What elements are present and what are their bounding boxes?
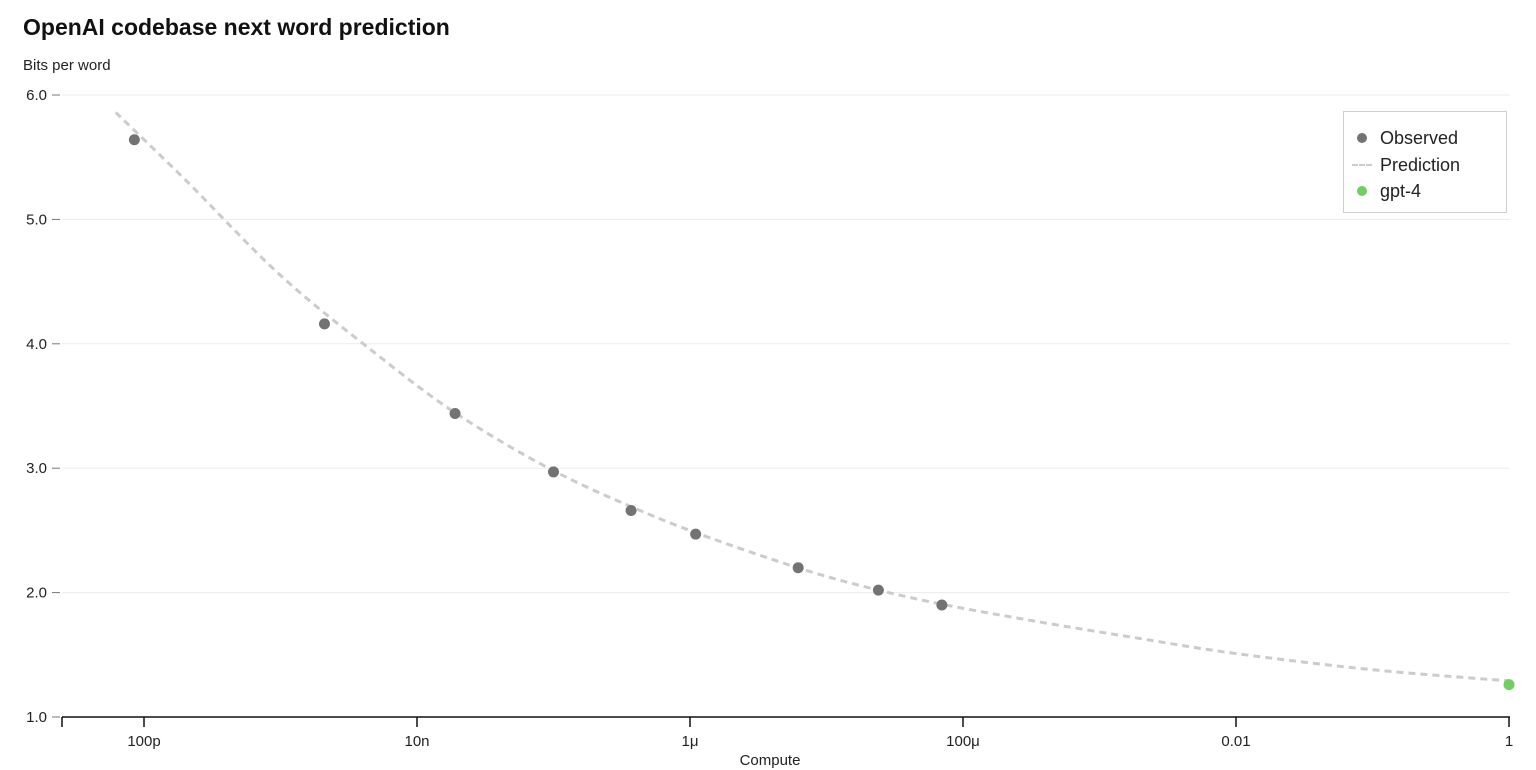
y-tick-label: 1.0	[26, 709, 47, 726]
y-tick-label: 5.0	[26, 211, 47, 228]
chart-legend: Observed Prediction gpt-4	[1343, 111, 1507, 213]
observed-point	[625, 504, 637, 516]
observed-marker-icon	[1357, 133, 1367, 143]
prediction-dash-icon	[1352, 164, 1372, 166]
legend-label-observed: Observed	[1380, 127, 1459, 148]
legend-item-gpt4: gpt-4	[1344, 179, 1421, 203]
y-tick-label: 3.0	[26, 460, 47, 477]
observed-point	[449, 407, 461, 419]
gpt4-point	[1503, 679, 1515, 691]
x-axis: 100p 10n 1μ 100μ 0.01 1	[61, 716, 1513, 750]
x-tick-label: 1μ	[682, 733, 699, 750]
gpt4-marker-icon	[1357, 186, 1367, 196]
x-tick-label: 1	[1505, 733, 1513, 750]
y-axis-label: Bits per word	[23, 57, 111, 74]
x-tick-label: 0.01	[1221, 733, 1250, 750]
observed-point	[318, 318, 330, 330]
observed-point	[792, 562, 804, 574]
observed-point	[690, 528, 702, 540]
x-tick-label: 10n	[404, 733, 429, 750]
grid-lines	[62, 94, 1510, 594]
observed-point	[872, 584, 884, 596]
legend-item-observed: Observed	[1344, 126, 1458, 150]
y-axis: 6.0 5.0 4.0 3.0 2.0 1.0	[26, 87, 60, 726]
observed-point	[548, 466, 559, 478]
observed-point	[128, 134, 140, 146]
data-series	[114, 111, 1515, 691]
y-tick-label: 2.0	[26, 585, 47, 602]
x-tick-label: 100μ	[946, 733, 980, 750]
y-tick-label: 4.0	[26, 336, 47, 353]
legend-label-gpt4: gpt-4	[1380, 180, 1422, 201]
legend-label-prediction: Prediction	[1380, 154, 1461, 175]
y-tick-label: 6.0	[26, 87, 47, 104]
x-tick-label: 100p	[127, 733, 160, 750]
prediction-line	[114, 111, 1510, 683]
observed-point	[936, 599, 948, 611]
chart-title: OpenAI codebase next word prediction	[23, 14, 450, 40]
legend-item-prediction: Prediction	[1344, 153, 1460, 177]
x-axis-label: Compute	[739, 752, 801, 769]
